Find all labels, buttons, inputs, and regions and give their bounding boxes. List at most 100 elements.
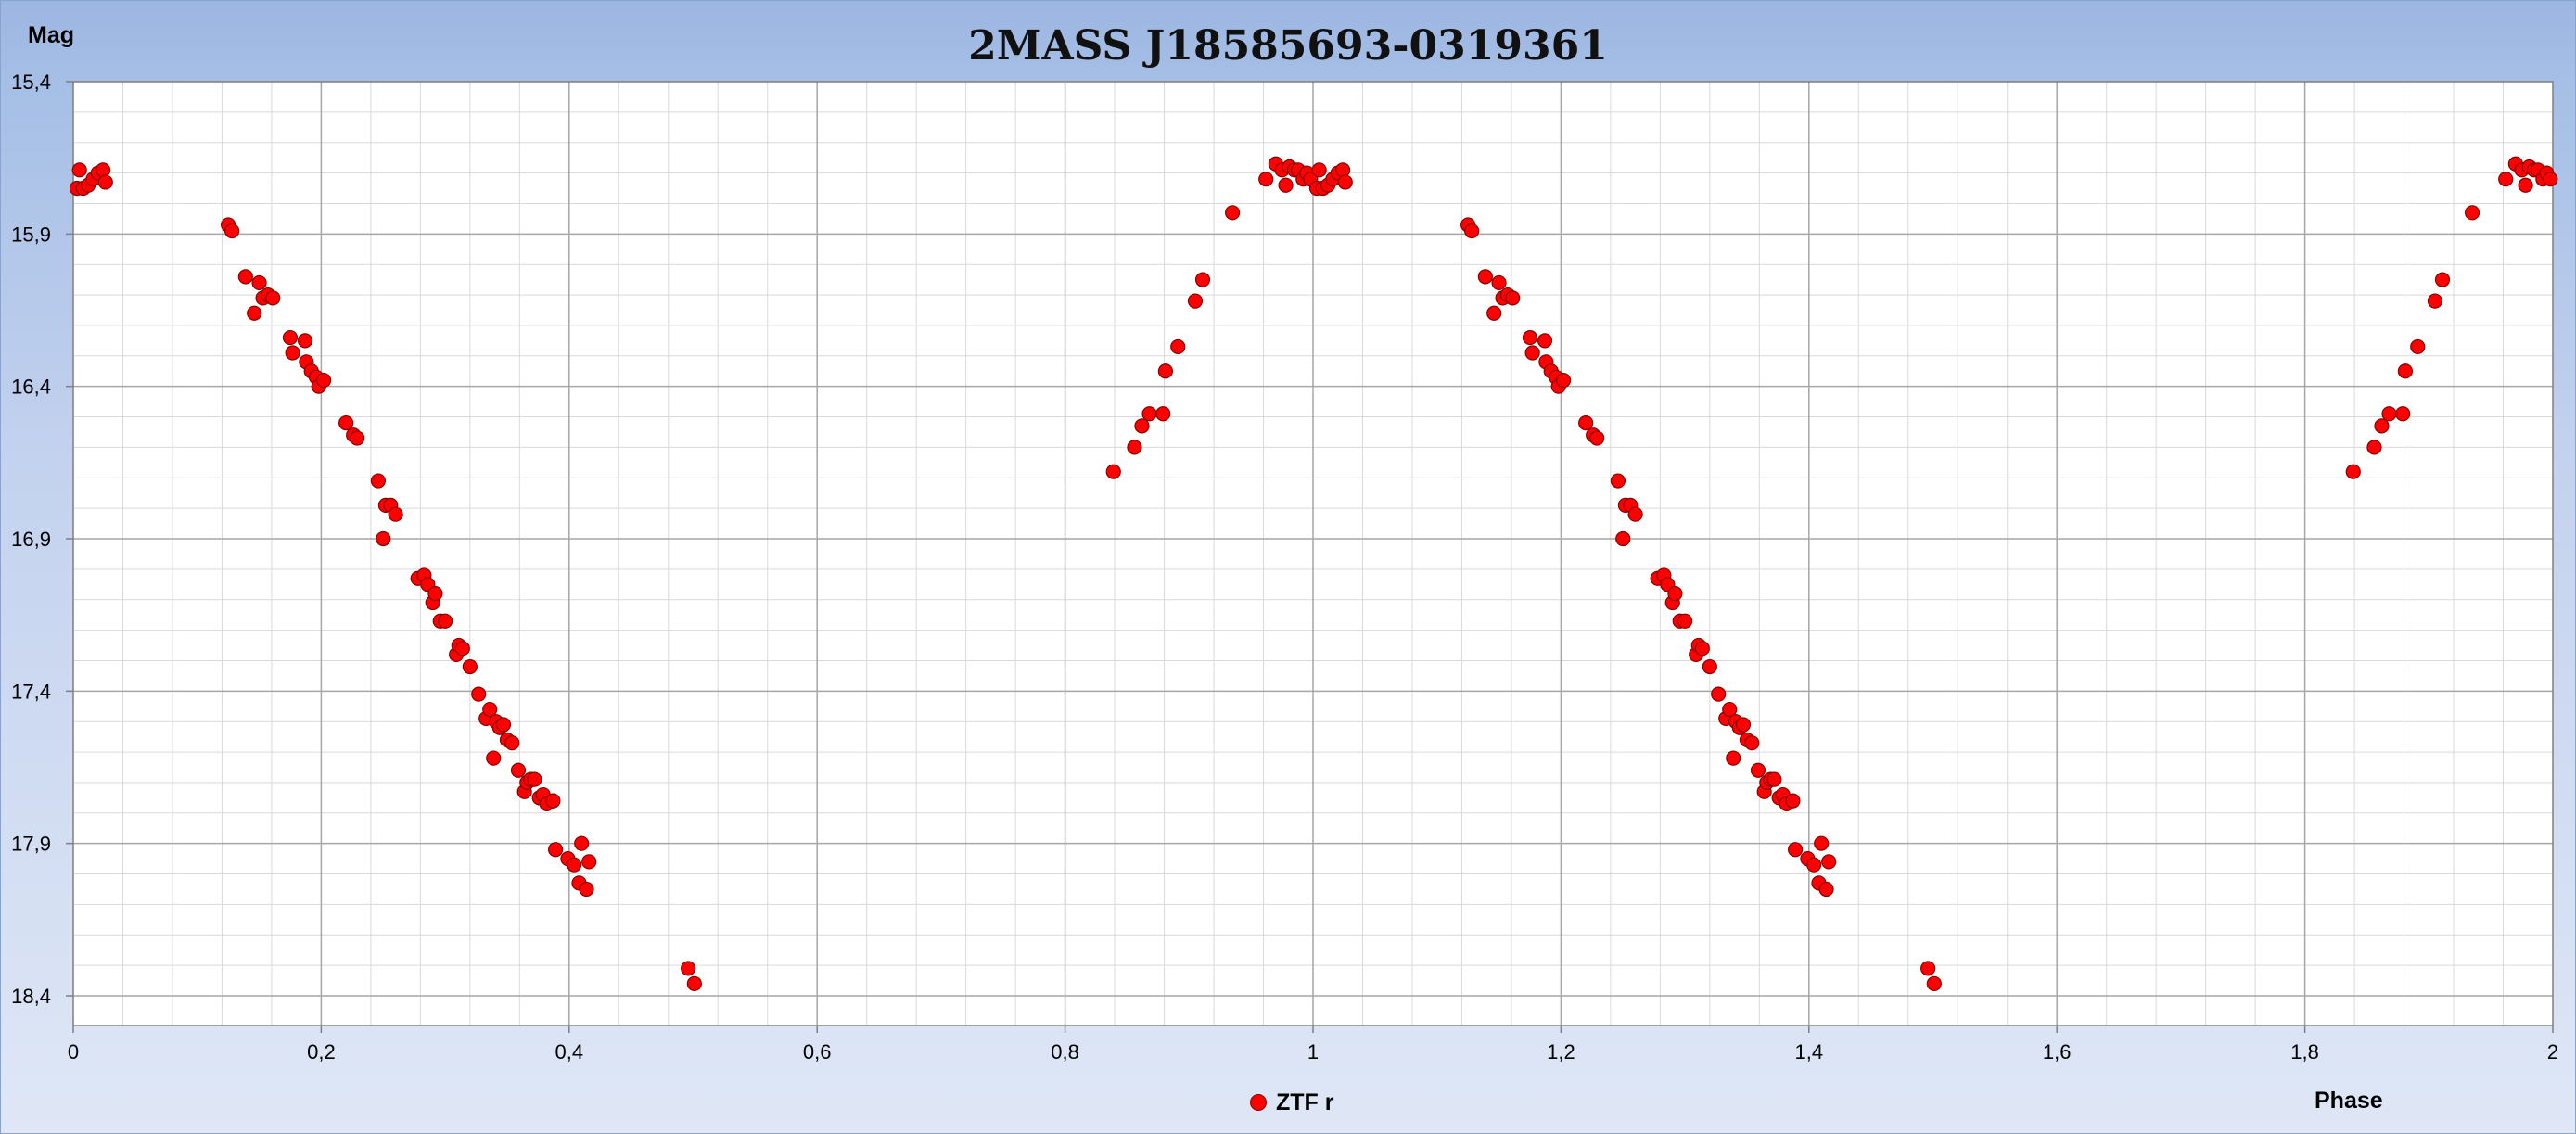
data-point (1578, 415, 1594, 431)
data-point (1677, 613, 1693, 629)
data-point (1722, 701, 1738, 718)
data-point (237, 269, 253, 285)
x-tick-label: 0 (68, 1040, 79, 1064)
data-point (1187, 293, 1204, 309)
x-tick-label: 1,4 (1795, 1040, 1824, 1064)
data-point (1627, 506, 1643, 522)
data-point (681, 961, 696, 976)
data-point (388, 506, 403, 522)
data-point (486, 750, 502, 766)
data-point (1726, 750, 1741, 766)
data-point (581, 854, 597, 870)
data-point (1766, 771, 1782, 787)
y-tick-label: 17,9 (11, 833, 51, 856)
data-point (1926, 975, 1942, 991)
data-point (1524, 345, 1540, 361)
y-tick-label: 15,9 (11, 223, 51, 246)
data-point (1194, 272, 1211, 287)
y-axis-label: Mag (28, 22, 74, 48)
data-point (574, 835, 590, 851)
data-point (527, 771, 542, 787)
data-point (2427, 293, 2443, 309)
data-point (297, 333, 313, 349)
data-point (1735, 717, 1752, 733)
data-point (1920, 961, 1936, 976)
data-point (504, 735, 520, 751)
data-point (1818, 881, 1834, 898)
data-point (1589, 430, 1605, 446)
data-point (1785, 793, 1801, 809)
data-point (1744, 735, 1760, 751)
x-tick-label: 1,6 (2043, 1040, 2072, 1064)
data-point (2434, 272, 2451, 287)
data-point (471, 686, 487, 702)
y-tick-label: 16,4 (11, 376, 51, 399)
data-point (547, 842, 564, 858)
data-point (1505, 290, 1521, 306)
data-point (510, 762, 527, 778)
data-point (265, 290, 281, 306)
x-tick-label: 0,8 (1051, 1040, 1079, 1064)
major-gridlines (73, 82, 2553, 1026)
data-point (1477, 269, 1493, 285)
data-point (1105, 464, 1121, 479)
data-point (579, 881, 594, 898)
data-point (1334, 162, 1351, 178)
data-point (1464, 223, 1480, 239)
data-point (1787, 842, 1804, 858)
legend: ZTF r (1250, 1088, 1334, 1117)
data-point (1610, 473, 1626, 489)
data-point (1615, 530, 1631, 547)
data-point (315, 372, 332, 389)
x-axis-label: Phase (2315, 1088, 2383, 1114)
x-tick-label: 0,4 (555, 1040, 584, 1064)
x-tick-label: 1,2 (1547, 1040, 1575, 1064)
data-point (1278, 177, 1294, 193)
data-point (2498, 172, 2514, 187)
x-tick-label: 1,8 (2290, 1040, 2319, 1064)
data-point (545, 793, 561, 809)
data-point (97, 174, 113, 190)
data-point (1337, 174, 1353, 190)
y-tick-label: 16,9 (11, 528, 51, 551)
data-points (69, 156, 2558, 991)
data-point (1170, 338, 1186, 355)
x-axis-ticks: 0 0,2 0,4 0,6 0,8 1 1,2 1,4 1,6 1,8 2 (68, 1026, 2558, 1064)
legend-label-ztf-r: ZTF r (1276, 1089, 1334, 1115)
data-point (427, 586, 443, 602)
data-point (495, 717, 512, 733)
data-point (1522, 329, 1538, 346)
data-point (2345, 464, 2361, 479)
data-point (454, 641, 470, 656)
data-point (1702, 658, 1717, 675)
data-point (2366, 440, 2382, 455)
data-point (1127, 440, 1142, 455)
data-point (1806, 857, 1822, 873)
data-point (1694, 641, 1710, 656)
data-point (1258, 172, 1274, 187)
data-point (1311, 162, 1327, 178)
data-point (2464, 205, 2480, 221)
data-point (567, 857, 582, 873)
data-point (2395, 406, 2411, 422)
y-tick-label: 17,4 (11, 680, 51, 703)
data-point (282, 329, 299, 346)
data-point (2397, 363, 2413, 379)
data-point (95, 162, 111, 178)
data-point (2518, 177, 2533, 193)
y-axis-ticks: 15,4 15,9 16,4 16,9 17,4 17,9 18,4 (11, 70, 73, 1008)
x-tick-label: 0,6 (803, 1040, 832, 1064)
data-point (376, 530, 391, 547)
y-tick-label: 15,4 (11, 70, 51, 94)
data-point (1537, 333, 1553, 349)
data-point (1134, 418, 1150, 434)
data-point (1667, 586, 1683, 602)
data-point (1486, 305, 1502, 321)
x-tick-label: 2 (2547, 1040, 2558, 1064)
data-point (1224, 205, 1241, 221)
data-point (438, 613, 453, 629)
data-point (71, 162, 87, 178)
data-point (1814, 835, 1830, 851)
y-tick-label: 18,4 (11, 985, 51, 1008)
